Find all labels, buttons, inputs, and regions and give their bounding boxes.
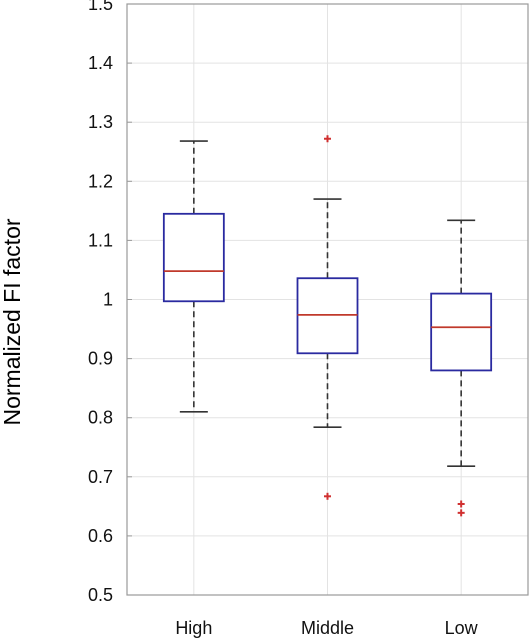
iqr-box	[430, 292, 493, 372]
y-tick-label: 0.7	[88, 467, 113, 487]
y-tick-label: 0.8	[88, 408, 113, 428]
box-group-high	[162, 140, 225, 413]
y-tick-label: 0.9	[88, 349, 113, 369]
x-tick-label: Low	[445, 618, 479, 638]
x-tick-label: High	[175, 618, 212, 638]
y-tick-label: 0.6	[88, 526, 113, 546]
y-tick-label: 1.5	[88, 0, 113, 14]
y-tick-label: 1.2	[88, 171, 113, 191]
y-tick-label: 1	[103, 290, 113, 310]
y-tick-label: 1.1	[88, 230, 113, 250]
box-group-middle	[296, 135, 359, 500]
y-tick-label: 1.3	[88, 112, 113, 132]
y-axis-label: Normalized FI factor	[0, 218, 25, 425]
x-tick-label: Middle	[301, 618, 354, 638]
iqr-box	[162, 212, 225, 303]
y-axis-ticks: 0.5 0.6 0.7 0.8 0.9 1 1.1 1.2 1.3 1.4 1.5	[88, 0, 132, 605]
y-tick-label: 0.5	[88, 585, 113, 605]
box-group-low	[430, 219, 493, 517]
x-axis-ticks: High Middle Low	[175, 618, 478, 638]
y-tick-label: 1.4	[88, 53, 113, 73]
boxes-layer	[162, 135, 493, 517]
